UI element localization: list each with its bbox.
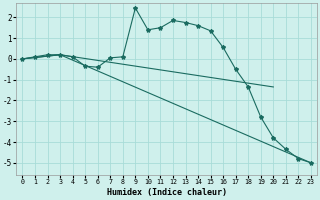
X-axis label: Humidex (Indice chaleur): Humidex (Indice chaleur) [107,188,227,197]
